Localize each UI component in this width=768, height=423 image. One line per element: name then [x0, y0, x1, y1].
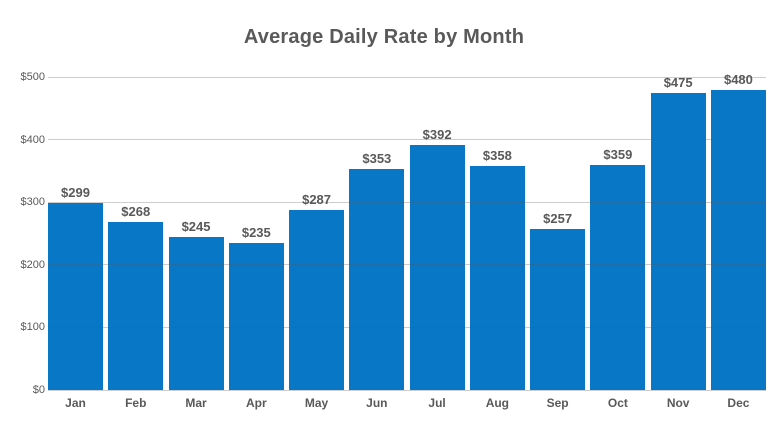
x-tick-label-feb: Feb [125, 396, 147, 410]
gridline-500 [48, 76, 766, 78]
bar-jul: $392 [409, 127, 465, 390]
bar-value-label-jul: $392 [422, 126, 452, 142]
y-tick-label: $100 [20, 321, 45, 334]
gridline-400 [48, 139, 766, 141]
bar-value-label-feb: $268 [121, 204, 151, 220]
x-tick-label-oct: Oct [607, 396, 628, 410]
bar-value-label-dec: $480 [723, 71, 753, 87]
bar-value-label-aug: $358 [482, 147, 512, 163]
bar-slot-jan: $299 [48, 77, 103, 390]
bar-slot-apr: $235 [228, 77, 284, 390]
x-tick-label-jan: Jan [65, 396, 86, 410]
y-tick-label: $300 [20, 196, 45, 209]
bar-may: $287 [289, 192, 345, 390]
chart-title: Average Daily Rate by Month [243, 26, 525, 48]
bar-value-label-sep: $257 [543, 211, 573, 227]
bar-jan: $299 [48, 185, 103, 390]
bar-value-label-may: $287 [302, 192, 332, 208]
bar-feb: $268 [108, 204, 164, 390]
bar-slot-nov: $475 [650, 75, 706, 390]
gridline-200 [48, 264, 766, 266]
gridline-0 [48, 389, 766, 391]
bar-nov: $475 [650, 75, 706, 390]
bar-slot-mar: $245 [168, 77, 224, 390]
bars-layer: $299 $268 $245 $235 $287 $353 $392 $358 $257 $359… [48, 72, 766, 390]
x-tick-label-dec: Dec [727, 396, 750, 410]
gridline-300 [48, 201, 766, 203]
bar-apr: $235 [228, 225, 284, 390]
bar-aug: $358 [469, 148, 525, 390]
bar-slot-dec: $480 [710, 72, 766, 390]
bar-slot-may: $287 [289, 77, 345, 390]
x-tick-label-mar: Mar [185, 396, 207, 410]
bar-slot-jun: $353 [349, 77, 405, 390]
bar-slot-oct: $359 [590, 77, 646, 390]
bar-value-label-apr: $235 [241, 224, 271, 240]
bar-dec: $480 [710, 72, 766, 390]
bar-slot-jul: $392 [409, 77, 465, 390]
x-tick-label-jul: Jul [428, 396, 446, 410]
gridline-100 [48, 326, 766, 328]
y-tick-label: $500 [20, 71, 45, 83]
bar-slot-aug: $358 [469, 77, 525, 390]
bar-value-label-oct: $359 [603, 147, 633, 163]
bar-slot-feb: $268 [108, 77, 164, 390]
x-tick-label-aug: Aug [485, 396, 510, 410]
bar-slot-sep: $257 [530, 77, 586, 390]
bar-value-label-jun: $353 [362, 151, 392, 167]
plot-area: $299 $268 $245 $235 $287 $353 $392 $358 $257 $359… [48, 72, 766, 391]
x-tick-label-nov: Nov [666, 396, 690, 410]
bar-mar: $245 [168, 219, 224, 390]
x-tick-label-sep: Sep [546, 396, 569, 410]
y-tick-label: $400 [20, 133, 45, 146]
y-tick-label: $200 [20, 258, 45, 271]
bar-oct: $359 [590, 147, 646, 390]
x-tick-label-jun: Jun [366, 396, 388, 410]
x-tick-label-may: May [304, 396, 329, 410]
bar-value-label-nov: $475 [663, 74, 693, 90]
bar-sep: $257 [530, 211, 586, 390]
bar-value-label-mar: $245 [181, 218, 211, 234]
x-tick-label-apr: Apr [245, 396, 267, 410]
bar-value-label-jan: $299 [61, 184, 90, 200]
y-tick-label: $0 [32, 384, 45, 396]
x-axis-category-labels: Jan Feb Mar Apr May Jun Jul Aug Sep Oct Nov Dec [48, 396, 766, 410]
bar-jun: $353 [349, 151, 405, 390]
